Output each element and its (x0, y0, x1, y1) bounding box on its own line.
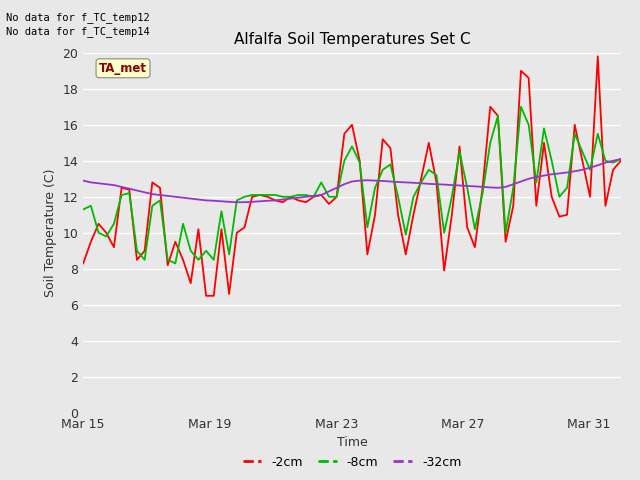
Text: No data for f_TC_temp14: No data for f_TC_temp14 (6, 26, 150, 37)
X-axis label: Time: Time (337, 436, 367, 449)
Text: No data for f_TC_temp12: No data for f_TC_temp12 (6, 12, 150, 23)
Text: TA_met: TA_met (99, 62, 147, 75)
Y-axis label: Soil Temperature (C): Soil Temperature (C) (44, 168, 57, 297)
Legend: -2cm, -8cm, -32cm: -2cm, -8cm, -32cm (237, 451, 467, 474)
Title: Alfalfa Soil Temperatures Set C: Alfalfa Soil Temperatures Set C (234, 33, 470, 48)
